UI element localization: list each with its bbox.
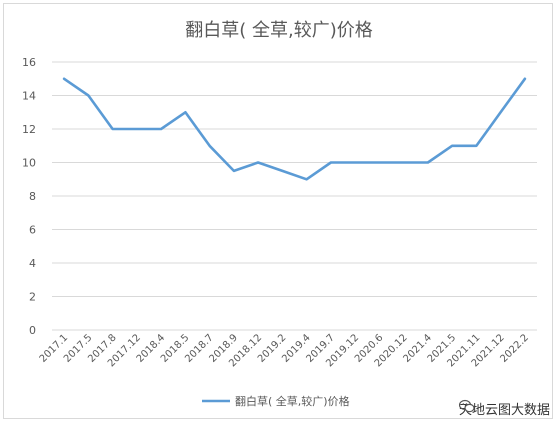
y-tick-label: 4 xyxy=(29,257,36,270)
watermark-text: 天地云图大数据 xyxy=(458,403,550,418)
series-line xyxy=(62,77,527,181)
y-tick-label: 14 xyxy=(22,90,36,103)
y-tick-label: 12 xyxy=(22,123,36,136)
y-tick-label: 0 xyxy=(29,324,36,337)
wechat-icon xyxy=(458,399,475,413)
y-tick-label: 2 xyxy=(29,291,36,304)
watermark: 天地云图大数据 xyxy=(458,399,550,418)
chart-frame xyxy=(3,3,553,419)
y-tick-label: 8 xyxy=(29,190,36,203)
y-tick-label: 10 xyxy=(22,157,36,170)
chart-title: 翻白草( 全草,较广)价格 xyxy=(185,20,373,41)
y-tick-label: 6 xyxy=(29,224,36,237)
y-tick-label: 16 xyxy=(22,56,36,69)
legend-label: 翻白草( 全草,较广)价格 xyxy=(235,394,350,408)
